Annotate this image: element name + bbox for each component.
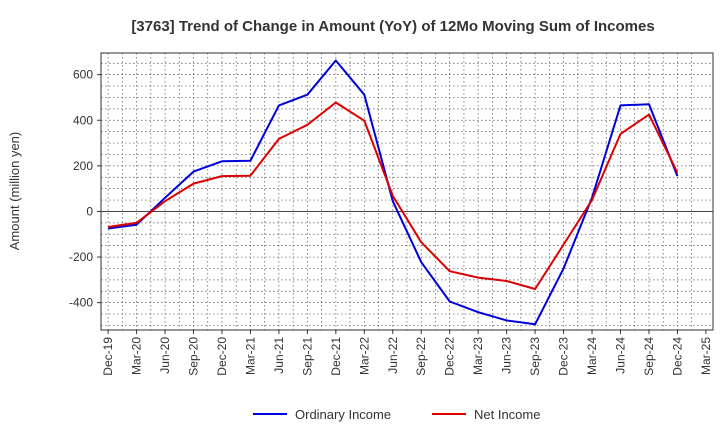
x-tick-label: Dec-24: [670, 337, 684, 376]
legend: Ordinary Income Net Income: [253, 407, 540, 422]
y-tick-label: 400: [73, 113, 93, 127]
legend-label: Ordinary Income: [295, 407, 391, 422]
y-axis-ticks: -400 -200 0 200 400 600: [69, 68, 101, 310]
x-tick-label: Mar-21: [243, 337, 257, 375]
y-tick-label: 600: [73, 68, 93, 82]
x-tick-label: Dec-23: [557, 337, 571, 376]
x-tick-label: Dec-20: [215, 337, 229, 376]
grid: [101, 53, 713, 330]
y-tick-label: 200: [73, 159, 93, 173]
chart-title: [3763] Trend of Change in Amount (YoY) o…: [131, 18, 654, 35]
x-tick-label: Mar-25: [699, 337, 713, 375]
x-tick-label: Dec-21: [329, 337, 343, 376]
x-tick-label: Sep-22: [414, 337, 428, 376]
x-tick-label: Sep-24: [642, 337, 656, 376]
series-line-net-income: [107, 101, 679, 290]
x-tick-label: Jun-21: [272, 337, 286, 374]
y-tick-label: -200: [69, 250, 93, 264]
x-tick-label: Mar-22: [357, 337, 371, 375]
series-line-ordinary-income: [107, 59, 679, 326]
x-tick-label: Dec-19: [101, 337, 115, 376]
x-tick-label: Mar-20: [130, 337, 144, 375]
y-tick-label: 0: [86, 204, 93, 218]
x-tick-label: Sep-23: [528, 337, 542, 376]
x-tick-label: Sep-20: [187, 337, 201, 376]
x-tick-label: Dec-22: [443, 337, 457, 376]
x-tick-label: Mar-24: [585, 337, 599, 375]
y-tick-label: -400: [69, 296, 93, 310]
x-tick-label: Sep-21: [300, 337, 314, 376]
series: [107, 59, 679, 326]
y-axis-label: Amount (million yen): [7, 132, 22, 251]
x-tick-label: Mar-23: [471, 337, 485, 375]
x-tick-label: Jun-23: [500, 337, 514, 374]
plot-area: [100, 52, 714, 331]
x-tick-label: Jun-22: [386, 337, 400, 374]
x-axis-ticks: Dec-19 Mar-20 Jun-20 Sep-20 Dec-20 Mar-21 Jun-…: [101, 330, 713, 376]
x-tick-label: Jun-24: [613, 337, 627, 374]
x-tick-label: Jun-20: [158, 337, 172, 374]
legend-label: Net Income: [474, 407, 540, 422]
